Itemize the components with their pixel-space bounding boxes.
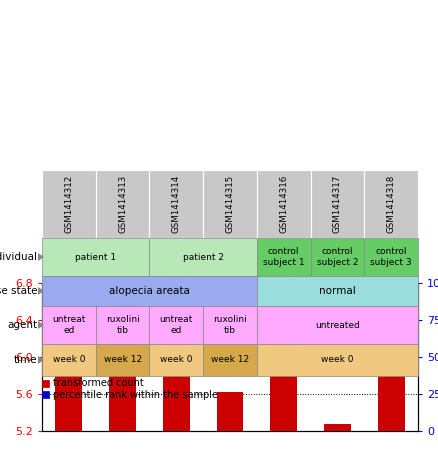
Bar — [203, 344, 257, 376]
Bar — [149, 238, 257, 276]
Bar — [311, 170, 364, 238]
Bar — [42, 306, 96, 344]
Bar — [257, 344, 418, 376]
Text: time: time — [14, 355, 37, 365]
Bar — [364, 170, 418, 238]
Bar — [257, 238, 311, 276]
Text: GSM1414316: GSM1414316 — [279, 175, 288, 233]
Polygon shape — [38, 253, 44, 261]
Bar — [42, 391, 49, 398]
Text: transformed count: transformed count — [53, 379, 144, 389]
Bar — [203, 170, 257, 238]
Text: ruxolini
tib: ruxolini tib — [213, 315, 247, 335]
Bar — [257, 306, 418, 344]
Bar — [96, 306, 149, 344]
Title: GDS5275 / 1554281_at: GDS5275 / 1554281_at — [149, 266, 311, 280]
Text: disease state: disease state — [0, 286, 37, 296]
Text: normal: normal — [319, 286, 356, 296]
Bar — [149, 344, 203, 376]
Bar — [42, 380, 49, 387]
Text: alopecia areata: alopecia areata — [109, 286, 190, 296]
Bar — [42, 276, 257, 306]
Point — [388, 355, 395, 362]
Text: control
subject 1: control subject 1 — [263, 247, 304, 267]
Bar — [42, 170, 96, 238]
Text: GSM1414315: GSM1414315 — [226, 175, 234, 233]
Text: percentile rank within the sample: percentile rank within the sample — [53, 390, 218, 400]
Bar — [42, 344, 96, 376]
Text: control
subject 3: control subject 3 — [371, 247, 412, 267]
Point — [173, 353, 180, 361]
Text: GSM1414318: GSM1414318 — [387, 175, 396, 233]
Bar — [311, 238, 364, 276]
Text: agent: agent — [7, 320, 37, 330]
Bar — [56, 314, 82, 431]
Text: patient 1: patient 1 — [75, 252, 116, 261]
Text: patient 2: patient 2 — [183, 252, 224, 261]
Bar — [149, 306, 203, 344]
Text: ruxolini
tib: ruxolini tib — [106, 315, 139, 335]
Bar — [42, 238, 149, 276]
Bar — [364, 238, 418, 276]
Polygon shape — [38, 321, 44, 329]
Text: week 0: week 0 — [321, 356, 353, 365]
Text: week 0: week 0 — [53, 356, 85, 365]
Text: control
subject 2: control subject 2 — [317, 247, 358, 267]
Point — [226, 361, 233, 368]
Polygon shape — [38, 356, 44, 364]
Bar — [324, 424, 351, 431]
Text: untreated: untreated — [315, 321, 360, 329]
Text: week 12: week 12 — [103, 356, 141, 365]
Text: GSM1414317: GSM1414317 — [333, 175, 342, 233]
Point — [280, 353, 287, 361]
Bar — [96, 170, 149, 238]
Bar — [270, 335, 297, 431]
Point — [119, 347, 126, 355]
Text: GSM1414314: GSM1414314 — [172, 175, 181, 233]
Text: week 12: week 12 — [211, 356, 249, 365]
Bar — [216, 392, 244, 431]
Bar — [163, 329, 190, 431]
Text: GSM1414312: GSM1414312 — [64, 175, 73, 233]
Bar — [96, 344, 149, 376]
Bar — [257, 276, 418, 306]
Bar — [203, 306, 257, 344]
Polygon shape — [38, 287, 44, 295]
Text: untreat
ed: untreat ed — [52, 315, 85, 335]
Bar — [149, 170, 203, 238]
Bar — [378, 360, 405, 431]
Bar — [109, 287, 136, 431]
Point — [65, 351, 72, 358]
Bar — [257, 170, 311, 238]
Text: individual: individual — [0, 252, 37, 262]
Text: GSM1414313: GSM1414313 — [118, 175, 127, 233]
Text: untreat
ed: untreat ed — [159, 315, 193, 335]
Point — [334, 364, 341, 371]
Text: week 0: week 0 — [160, 356, 193, 365]
